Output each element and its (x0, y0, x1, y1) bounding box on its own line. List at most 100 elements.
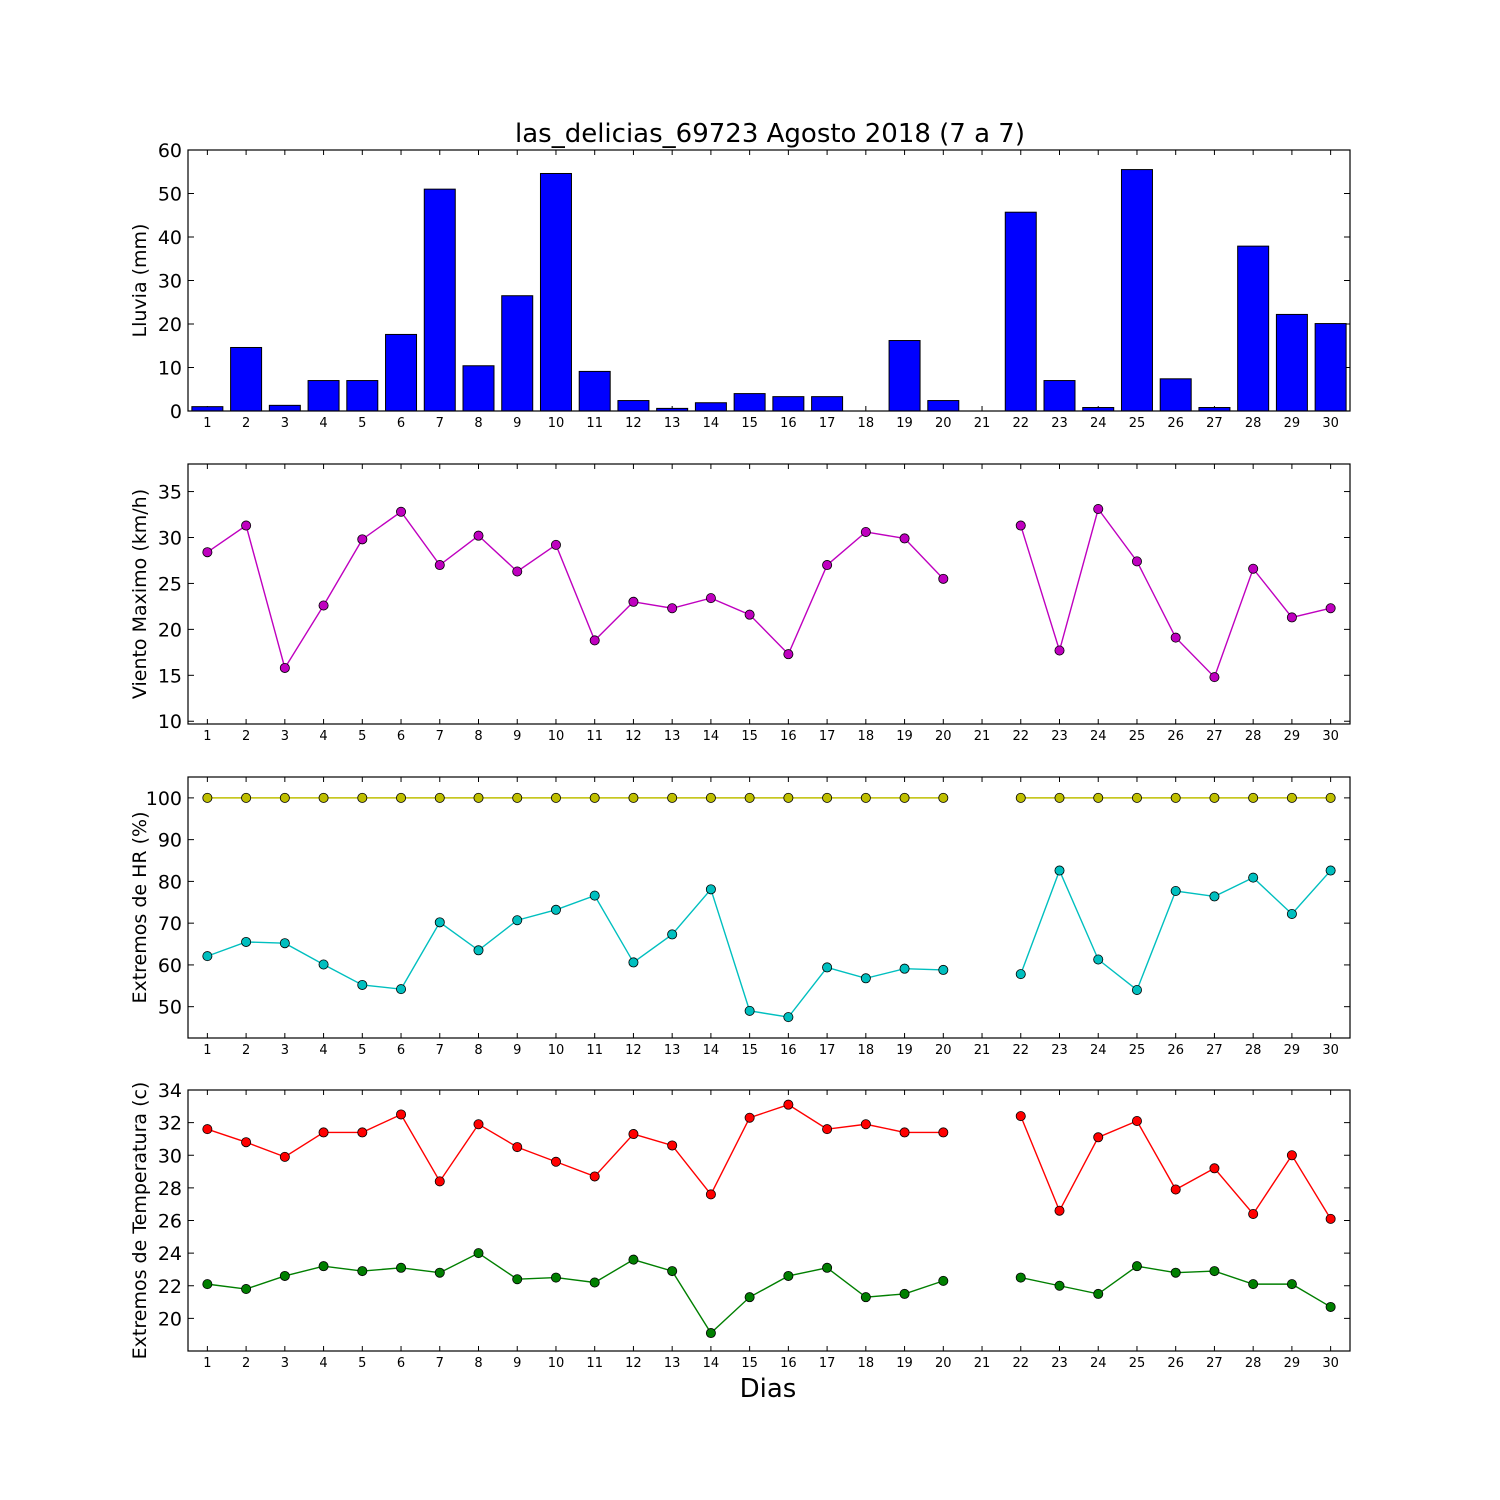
x-tick-label: 10 (548, 416, 565, 431)
data-point (241, 1137, 252, 1148)
bar (191, 406, 224, 412)
data-point (589, 792, 600, 803)
data-point (667, 1140, 678, 1151)
x-tick-label: 6 (397, 729, 405, 744)
data-point (202, 547, 213, 558)
y-tick-label: 70 (158, 913, 182, 935)
x-tick-label: 14 (703, 1356, 720, 1371)
x-tick-label: 23 (1051, 729, 1068, 744)
data-point (512, 1274, 523, 1285)
bar (811, 396, 844, 412)
data-point (357, 792, 368, 803)
data-point (550, 1272, 561, 1283)
data-point (744, 1005, 755, 1016)
data-point (628, 1129, 639, 1140)
data-point (202, 792, 213, 803)
data-point (860, 792, 871, 803)
data-point (279, 662, 290, 673)
x-tick-label: 14 (703, 729, 720, 744)
x-tick-label: 4 (319, 1043, 327, 1058)
bar (733, 393, 766, 412)
bar (617, 400, 650, 412)
data-point (860, 526, 871, 537)
y-tick-label: 28 (158, 1178, 182, 1200)
bar (230, 346, 263, 412)
data-point (241, 1284, 252, 1295)
x-tick-label: 3 (281, 416, 289, 431)
data-point (899, 1288, 910, 1299)
x-tick-label: 17 (819, 729, 836, 744)
x-tick-label: 25 (1129, 1356, 1146, 1371)
data-point (1325, 792, 1336, 803)
x-tick-label: 9 (513, 1043, 521, 1058)
x-tick-label: 22 (1012, 1356, 1029, 1371)
data-point (822, 1124, 833, 1135)
data-point (938, 1127, 949, 1138)
data-point (396, 792, 407, 803)
data-point (1093, 1288, 1104, 1299)
bar (772, 396, 805, 412)
x-tick-label: 11 (586, 1356, 603, 1371)
data-point (1286, 612, 1297, 623)
data-point (1248, 872, 1259, 883)
plot-frame (187, 149, 1351, 412)
data-point (938, 1275, 949, 1286)
series-line (207, 1252, 944, 1335)
data-point (512, 566, 523, 577)
data-point (938, 964, 949, 975)
data-point (1131, 556, 1142, 567)
data-point (822, 1262, 833, 1273)
bar (927, 400, 960, 412)
data-point (1131, 792, 1142, 803)
data-point (434, 560, 445, 571)
series-line (207, 1103, 944, 1196)
x-tick-label: 21 (974, 1356, 991, 1371)
x-axis-label: Dias (740, 1374, 797, 1404)
data-point (705, 792, 716, 803)
data-point (860, 1292, 871, 1303)
data-point (1248, 1279, 1259, 1290)
x-tick-label: 24 (1090, 729, 1107, 744)
data-point (667, 929, 678, 940)
x-tick-label: 23 (1051, 1356, 1068, 1371)
x-tick-label: 1 (203, 1043, 211, 1058)
data-point (899, 792, 910, 803)
x-tick-label: 20 (935, 729, 952, 744)
x-tick-label: 28 (1245, 729, 1262, 744)
data-point (1248, 792, 1259, 803)
data-point (550, 792, 561, 803)
data-point (744, 1112, 755, 1123)
x-tick-label: 11 (586, 1043, 603, 1058)
data-point (628, 957, 639, 968)
x-tick-label: 30 (1322, 1043, 1339, 1058)
y-tick-label: 50 (158, 184, 182, 206)
data-point (589, 635, 600, 646)
x-tick-label: 28 (1245, 416, 1262, 431)
x-tick-label: 25 (1129, 416, 1146, 431)
data-point (899, 533, 910, 544)
x-tick-label: 22 (1012, 729, 1029, 744)
y-tick-label: 90 (158, 830, 182, 852)
bar (539, 172, 572, 412)
x-tick-label: 13 (664, 416, 681, 431)
data-point (550, 539, 561, 550)
data-point (1093, 1132, 1104, 1143)
data-point (357, 1127, 368, 1138)
data-point (667, 1266, 678, 1277)
y-tick-label: 60 (158, 140, 182, 162)
data-point (473, 530, 484, 541)
y-tick-label: 60 (158, 955, 182, 977)
x-tick-label: 3 (281, 729, 289, 744)
bar (346, 380, 379, 412)
x-tick-label: 15 (741, 416, 758, 431)
data-point (938, 573, 949, 584)
y-tick-label: 50 (158, 997, 182, 1019)
x-tick-label: 16 (780, 1356, 797, 1371)
plot-frame (187, 463, 1351, 725)
data-point (1286, 908, 1297, 919)
data-point (473, 1248, 484, 1259)
x-tick-label: 6 (397, 416, 405, 431)
